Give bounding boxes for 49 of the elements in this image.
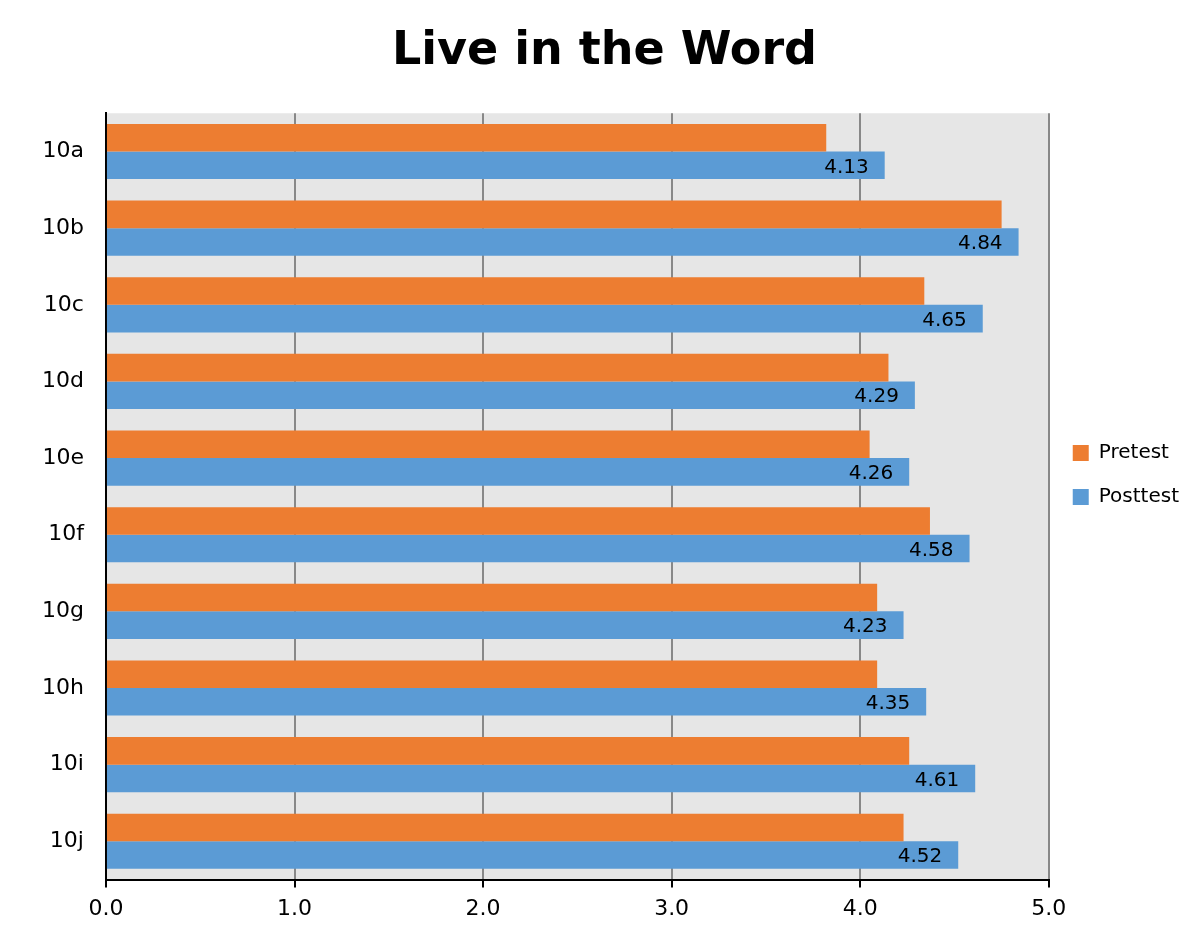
y-tick-label: 10c [43, 290, 84, 316]
y-tick-label: 10h [42, 673, 84, 699]
y-tick-label: 10e [42, 443, 84, 469]
bar [106, 277, 925, 305]
x-tick-label: 2.0 [465, 894, 501, 920]
bar [106, 813, 904, 842]
x-tick-label: 4.0 [842, 894, 878, 920]
bar [106, 841, 959, 869]
data-label: 4.61 [914, 766, 960, 791]
bar [106, 123, 827, 152]
bar [106, 507, 930, 535]
data-label: 4.23 [843, 613, 888, 638]
bar [106, 534, 970, 563]
y-tick-label: 10f [48, 520, 86, 546]
x-tick-label: 1.0 [277, 894, 313, 920]
bar [106, 200, 1002, 229]
data-label: 4.84 [958, 230, 1003, 255]
bar [106, 151, 885, 180]
data-label: 4.35 [865, 690, 911, 714]
y-tick-label: 10j [49, 827, 84, 852]
data-label: 4.29 [854, 383, 899, 408]
chart-title: Live in the Word [391, 20, 818, 75]
y-tick-label: 10b [41, 213, 84, 239]
bar [106, 228, 1019, 256]
data-label: 4.26 [848, 460, 894, 485]
bar [106, 583, 878, 612]
x-tick-label: 5.0 [1031, 894, 1067, 920]
bar [106, 660, 878, 688]
data-label: 4.13 [824, 153, 869, 178]
legend-label: Posttest [1098, 483, 1180, 508]
bar [106, 688, 927, 716]
y-tick-label: 10a [42, 137, 84, 163]
y-tick-label: 10g [41, 597, 84, 623]
data-label: 4.58 [909, 536, 954, 561]
y-tick-label: 10i [49, 750, 84, 776]
bar [106, 353, 889, 382]
bar [106, 381, 915, 410]
data-label: 4.65 [922, 306, 967, 331]
bar [106, 304, 983, 333]
x-tick-label: 3.0 [654, 894, 690, 920]
bar [106, 764, 976, 793]
bar [106, 458, 910, 486]
bar [106, 737, 910, 765]
bar [106, 430, 870, 459]
bar [106, 611, 904, 639]
legend-label: Pretest [1098, 439, 1170, 464]
y-tick-label: 10d [41, 367, 84, 393]
x-tick-label: 0.0 [88, 894, 124, 920]
data-label: 4.52 [897, 843, 943, 868]
